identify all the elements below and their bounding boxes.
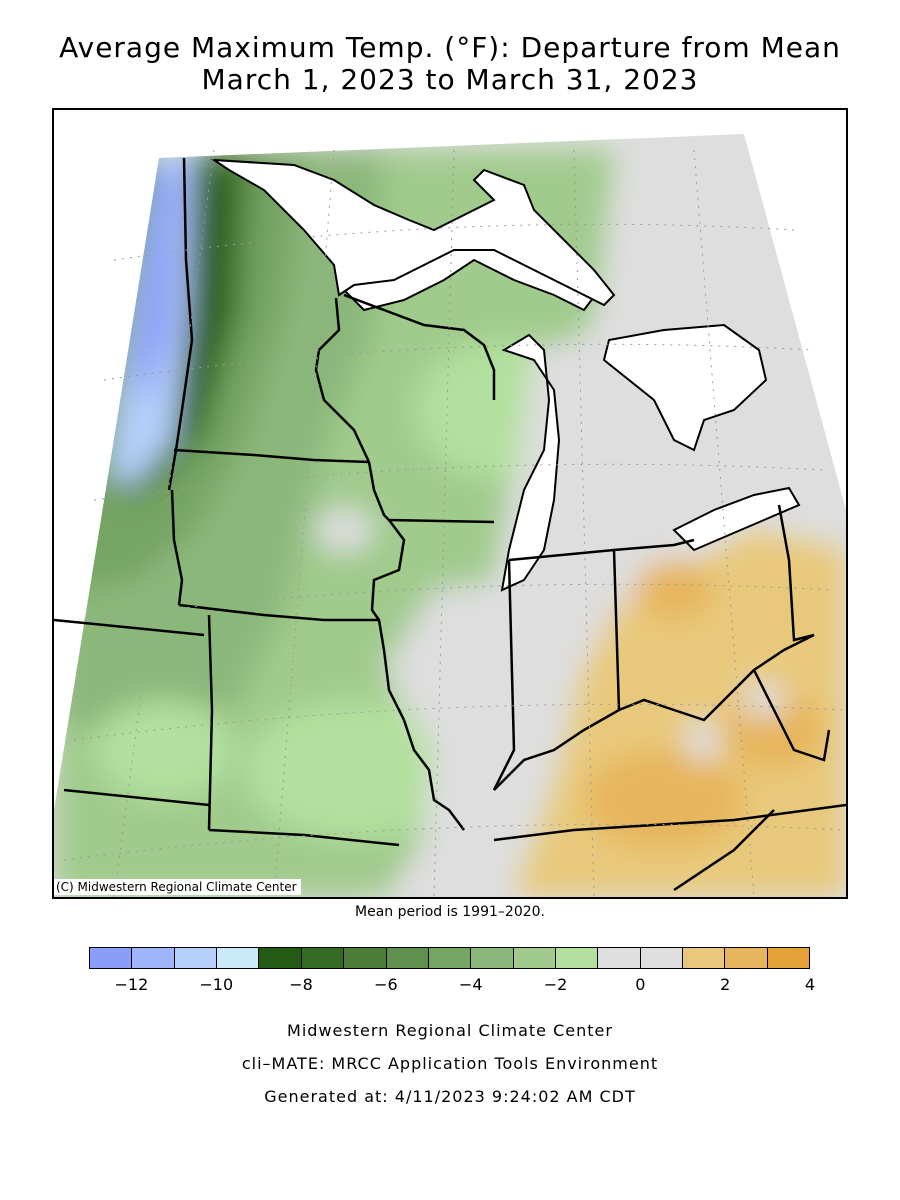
legend-tick-label: −6 <box>374 975 398 994</box>
legend-swatch <box>90 948 133 968</box>
graticule <box>63 149 846 897</box>
legend-swatch <box>767 948 810 968</box>
footer-generated-time: Generated at: 4/11/2023 9:24:02 AM CDT <box>264 1087 636 1106</box>
legend-swatch <box>132 948 175 968</box>
mean-period-note: Mean period is 1991–2020. <box>355 904 545 920</box>
legend-swatch <box>513 948 556 968</box>
lake-superior <box>210 158 616 307</box>
legend-swatch <box>174 948 218 968</box>
footer-organization: Midwestern Regional Climate Center <box>287 1021 613 1040</box>
map-graphic <box>54 134 846 897</box>
legend-tick-label: −8 <box>289 975 313 994</box>
legend-swatch <box>344 948 387 968</box>
legend-tick-label: −12 <box>114 975 149 994</box>
temperature-departure-map <box>52 108 848 899</box>
legend-tick-label: 4 <box>804 975 816 994</box>
legend-swatch <box>428 948 472 968</box>
legend-swatch <box>725 948 768 968</box>
footer-application: cli–MATE: MRCC Application Tools Environ… <box>241 1054 659 1073</box>
legend-tick-labels: −12 −10 −8 −6 −4 −2 0 2 4 <box>89 969 816 999</box>
legend-tick-label: −10 <box>199 975 234 994</box>
legend-swatch <box>301 948 345 968</box>
legend-tick-label: 2 <box>720 975 731 994</box>
legend-tick-label: −4 <box>458 975 483 994</box>
legend-swatch <box>471 948 514 968</box>
legend-swatch <box>640 948 684 968</box>
copyright-label: (C) Midwestern Regional Climate Center <box>54 879 301 895</box>
legend-tick-label: −2 <box>543 975 568 994</box>
color-legend <box>89 947 810 969</box>
state-boundaries <box>54 157 846 892</box>
map-title: Average Maximum Temp. (°F): Departure fr… <box>59 31 841 64</box>
legend-tick-label: 0 <box>635 975 646 994</box>
legend-swatch <box>217 948 260 968</box>
legend-swatch <box>598 948 641 968</box>
legend-swatch <box>555 948 599 968</box>
legend-swatch <box>386 948 429 968</box>
date-range-title: March 1, 2023 to March 31, 2023 <box>201 63 699 96</box>
legend-swatch <box>683 948 726 968</box>
legend-swatch <box>259 948 302 968</box>
